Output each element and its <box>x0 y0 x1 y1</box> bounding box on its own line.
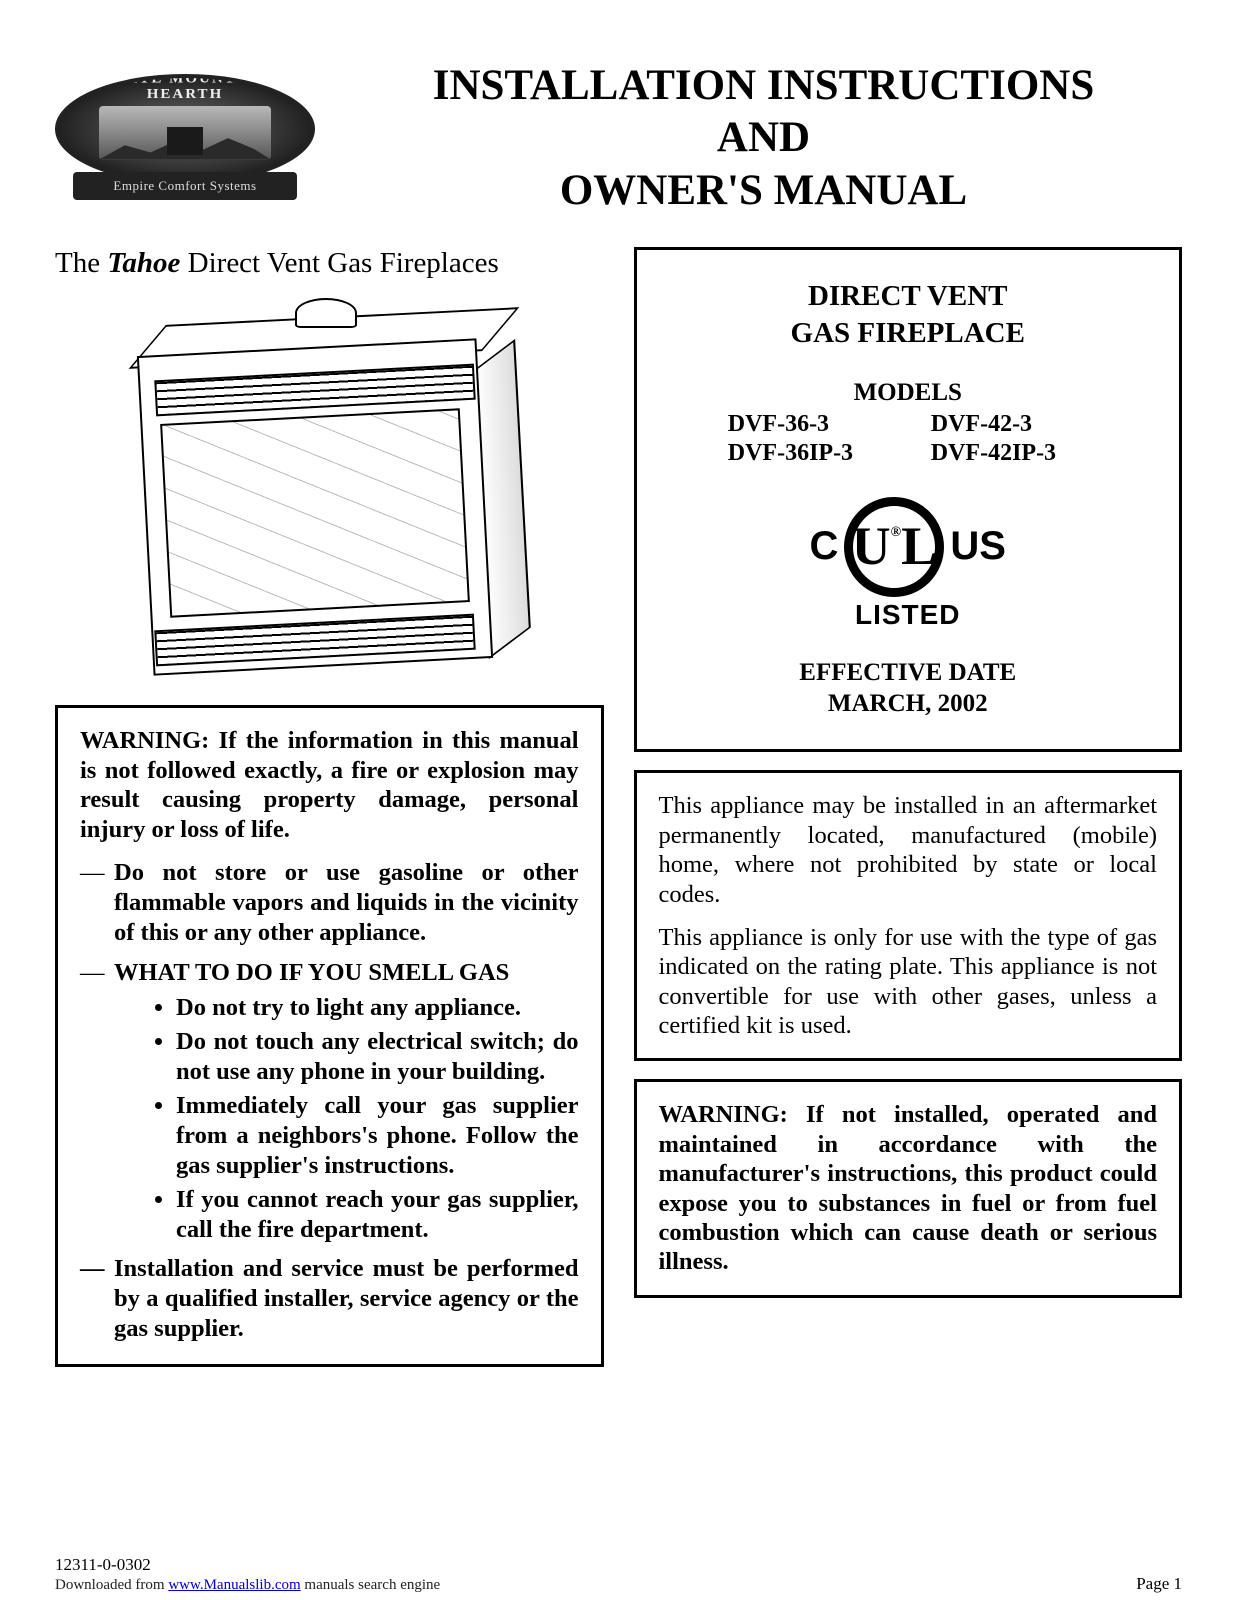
bullet-no-switch: Do not touch any electrical switch; do n… <box>176 1027 579 1087</box>
title-line-1: INSTALLATION INSTRUCTIONS <box>345 60 1182 112</box>
ul-listed-mark: C U®L US LISTED <box>808 497 1008 631</box>
aftermarket-paragraph: This appliance may be installed in an af… <box>659 791 1158 909</box>
left-column: The Tahoe Direct Vent Gas Fireplaces WAR… <box>55 247 604 1385</box>
models-heading: MODELS <box>667 379 1150 407</box>
document-code: 12311-0-0302 <box>55 1555 440 1575</box>
model-number: DVF-42-3 <box>931 411 1088 438</box>
title-line-3: OWNER'S MANUAL <box>345 165 1182 217</box>
warning-paragraph: WARNING: If the information in this manu… <box>80 726 579 844</box>
page-footer: 12311-0-0302 Downloaded from www.Manuals… <box>0 1555 1237 1594</box>
models-grid: DVF-36-3 DVF-42-3 DVF-36IP-3 DVF-42IP-3 <box>728 411 1088 467</box>
title-line-2: AND <box>345 112 1182 164</box>
warning-box-right: WARNING: If not installed, operated and … <box>634 1079 1183 1297</box>
manualslib-link[interactable]: www.Manualslib.com <box>168 1577 300 1593</box>
bullet-call-supplier: Immediately call your gas supplier from … <box>176 1091 579 1181</box>
manual-cover-page: WHITE MOUNTAIN HEARTH Empire Comfort Sys… <box>0 0 1237 1600</box>
fireplace-illustration <box>55 292 604 687</box>
product-subtitle: The Tahoe Direct Vent Gas Fireplaces <box>55 247 604 280</box>
model-number: DVF-36-3 <box>728 411 885 438</box>
bullet-no-light: Do not try to light any appliance. <box>176 993 579 1023</box>
subtitle-prefix: The <box>55 247 107 279</box>
brand-logo: WHITE MOUNTAIN HEARTH Empire Comfort Sys… <box>55 74 315 204</box>
model-number: DVF-42IP-3 <box>931 440 1088 467</box>
install-notice-box: This appliance may be installed in an af… <box>634 770 1183 1061</box>
gas-type-paragraph: This appliance is only for use with the … <box>659 923 1158 1041</box>
document-title: INSTALLATION INSTRUCTIONS AND OWNER'S MA… <box>345 60 1182 217</box>
ul-circle-icon: U®L <box>844 497 944 597</box>
bullet-fire-dept: If you cannot reach your gas supplier, c… <box>176 1185 579 1245</box>
header-row: WHITE MOUNTAIN HEARTH Empire Comfort Sys… <box>55 60 1182 217</box>
right-column: DIRECT VENT GAS FIREPLACE MODELS DVF-36-… <box>634 247 1183 1385</box>
smell-gas-heading: WHAT TO DO IF YOU SMELL GAS <box>114 959 509 986</box>
model-number: DVF-36IP-3 <box>728 440 885 467</box>
ul-us: US <box>950 524 1006 569</box>
dash-item-installer: Installation and service must be perform… <box>80 1254 579 1344</box>
warning-lead: WARNING: <box>80 727 209 754</box>
ul-c: C <box>810 524 839 569</box>
logo-arc-text: WHITE MOUNTAIN HEARTH <box>79 74 291 102</box>
warning-box-left: WARNING: If the information in this manu… <box>55 705 604 1367</box>
dash-item-smell-gas: WHAT TO DO IF YOU SMELL GAS Do not try t… <box>80 958 579 1245</box>
download-source: Downloaded from www.Manualslib.com manua… <box>55 1577 440 1594</box>
subtitle-suffix: Direct Vent Gas Fireplaces <box>180 247 498 279</box>
dash-item-gasoline: Do not store or use gasoline or other fl… <box>80 858 579 948</box>
smell-gas-bullets: Do not try to light any appliance. Do no… <box>114 993 579 1244</box>
subtitle-brand: Tahoe <box>107 247 180 279</box>
effective-date: EFFECTIVE DATE MARCH, 2002 <box>667 657 1150 720</box>
page-number: Page 1 <box>1136 1574 1182 1594</box>
product-type-heading: DIRECT VENT GAS FIREPLACE <box>667 278 1150 351</box>
logo-ribbon-text: Empire Comfort Systems <box>73 172 297 200</box>
ul-listed-text: LISTED <box>808 599 1008 631</box>
model-info-box: DIRECT VENT GAS FIREPLACE MODELS DVF-36-… <box>634 247 1183 752</box>
maintenance-warning: WARNING: If not installed, operated and … <box>659 1100 1158 1276</box>
